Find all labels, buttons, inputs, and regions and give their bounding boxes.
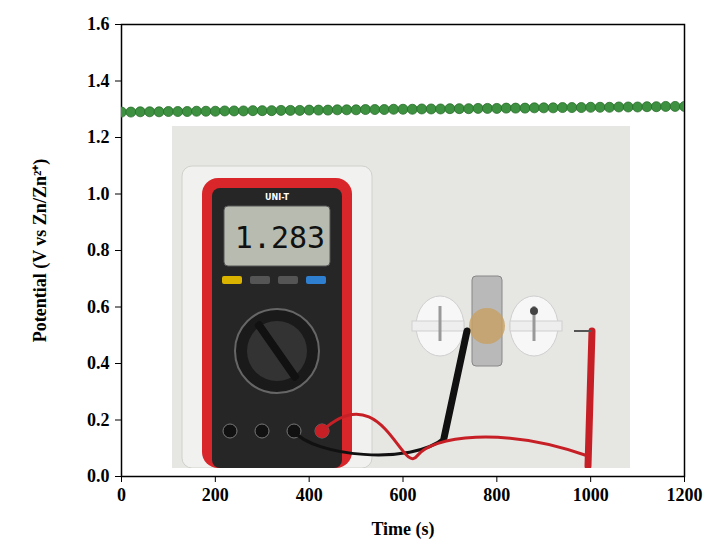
- svg-text:600: 600: [390, 485, 417, 505]
- svg-text:1.0: 1.0: [87, 184, 110, 204]
- svg-text:0.2: 0.2: [87, 410, 110, 430]
- svg-text:1.4: 1.4: [87, 71, 110, 91]
- svg-text:400: 400: [296, 485, 323, 505]
- svg-text:800: 800: [483, 485, 510, 505]
- svg-text:1.2: 1.2: [87, 127, 110, 147]
- svg-text:200: 200: [202, 485, 229, 505]
- svg-text:0.6: 0.6: [87, 297, 110, 317]
- svg-text:0: 0: [117, 485, 126, 505]
- svg-text:0.4: 0.4: [87, 353, 110, 373]
- svg-text:1000: 1000: [573, 485, 609, 505]
- svg-text:0.0: 0.0: [87, 466, 110, 486]
- svg-text:UNI-T: UNI-T: [265, 193, 289, 202]
- svg-text:Time (s): Time (s): [371, 519, 434, 540]
- svg-text:1200: 1200: [667, 485, 703, 505]
- svg-text:0.8: 0.8: [87, 240, 110, 260]
- svg-text:Potential (V vs Zn/Zn²⁺): Potential (V vs Zn/Zn²⁺): [30, 159, 51, 343]
- svg-text:1.283: 1.283: [235, 220, 325, 255]
- svg-text:1.6: 1.6: [87, 14, 110, 34]
